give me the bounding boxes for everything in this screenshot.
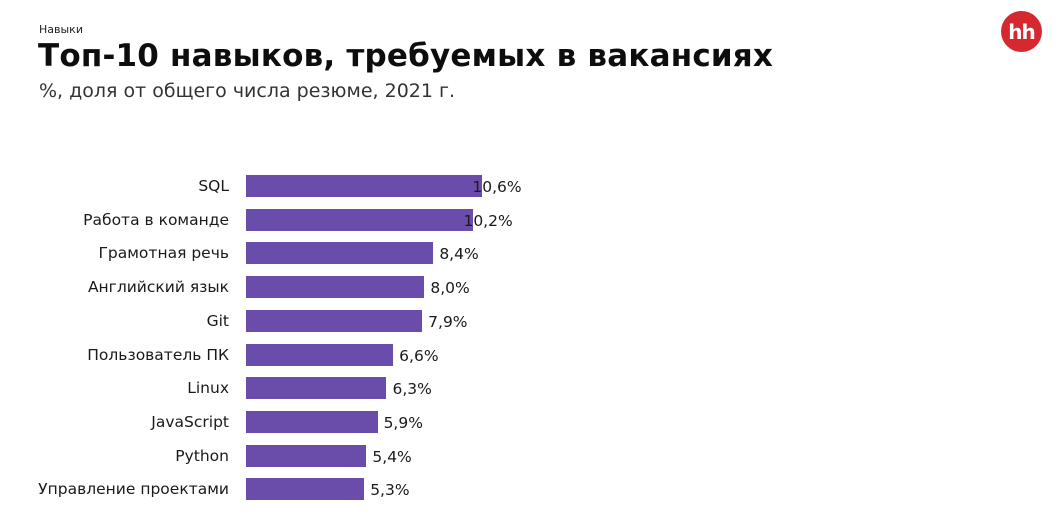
- bar: [246, 175, 483, 197]
- category-label: Git: [206, 311, 229, 330]
- value-label: 7,9%: [428, 312, 468, 331]
- chart-title: Топ-10 навыков, требуемых в вакансиях: [38, 38, 774, 74]
- bar-row: Работа в команде 10,2%: [0, 208, 1060, 231]
- bar-row: Английский язык 8,0%: [0, 276, 1060, 299]
- bar: [246, 377, 387, 400]
- section-kicker: Навыки: [39, 23, 83, 36]
- category-label: Пользователь ПК: [87, 345, 229, 364]
- value-label: 5,9%: [383, 413, 423, 432]
- chart-subtitle: %, доля от общего числа резюме, 2021 г.: [39, 80, 456, 102]
- bar-row: Пользователь ПК 6,6%: [0, 343, 1060, 366]
- bar: [246, 309, 423, 332]
- bar: [246, 208, 474, 231]
- value-label: 8,0%: [430, 279, 470, 298]
- bar-row: Git 7,9%: [0, 309, 1060, 332]
- category-label: Грамотная речь: [98, 244, 229, 263]
- bar-row: Грамотная речь 8,4%: [0, 242, 1060, 265]
- value-label: 6,3%: [392, 380, 432, 399]
- category-label: Python: [175, 446, 229, 465]
- bar-row: Управление проектами 5,3%: [0, 478, 1060, 501]
- value-label: 10,6%: [472, 178, 522, 196]
- bar-row: Linux 6,3%: [0, 377, 1060, 400]
- hh-logo-icon: hh: [1001, 11, 1042, 52]
- bar-row: JavaScript 5,9%: [0, 410, 1060, 433]
- value-label: 10,2%: [463, 211, 513, 230]
- value-label: 8,4%: [439, 245, 479, 264]
- category-label: Английский язык: [87, 278, 229, 297]
- value-label: 6,6%: [399, 346, 439, 365]
- bar-row: Python 5,4%: [0, 444, 1060, 467]
- value-label: 5,3%: [370, 481, 410, 500]
- category-label: Linux: [187, 379, 229, 398]
- bar: [246, 478, 365, 501]
- category-label: Работа в команде: [83, 210, 229, 229]
- bar: [246, 444, 367, 467]
- bar: [246, 343, 394, 366]
- category-label: JavaScript: [151, 412, 229, 431]
- bar-row: SQL 10,6%: [0, 175, 1060, 197]
- bar: [246, 242, 434, 265]
- bar: [246, 410, 378, 433]
- category-label: Управление проектами: [38, 480, 229, 499]
- category-label: SQL: [198, 177, 229, 195]
- value-label: 5,4%: [372, 447, 412, 466]
- bar: [246, 276, 425, 299]
